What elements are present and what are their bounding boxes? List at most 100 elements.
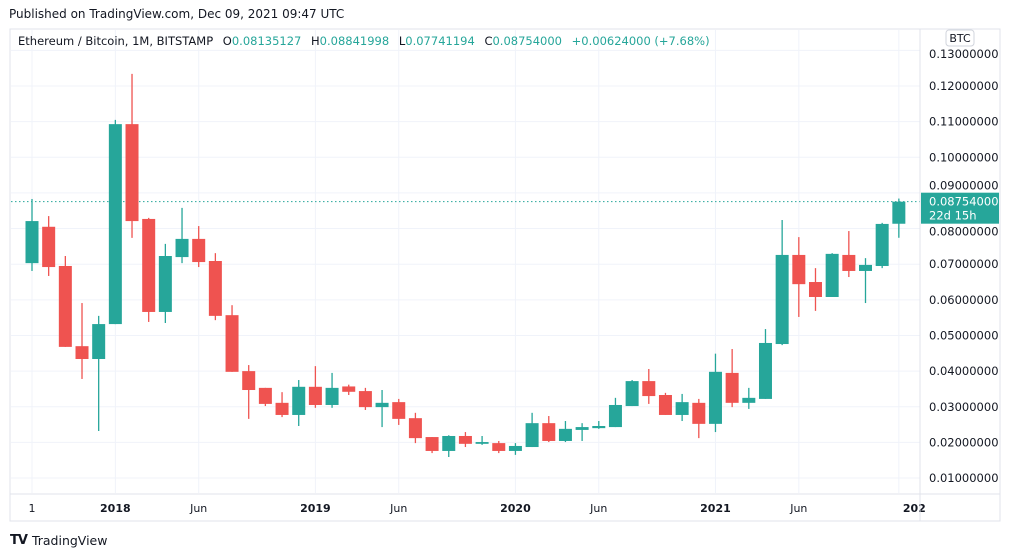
candle-up[interactable] — [742, 387, 756, 409]
candle-down[interactable] — [392, 398, 406, 425]
candle-body — [192, 238, 206, 263]
candle-down[interactable] — [42, 216, 56, 276]
candle-body — [458, 435, 472, 444]
candle-down[interactable] — [408, 412, 422, 444]
candle-up[interactable] — [325, 372, 339, 408]
last-price-value: 0.08754000 — [929, 195, 999, 209]
candle-down[interactable] — [808, 268, 822, 311]
candle-down[interactable] — [142, 217, 156, 322]
candle-up[interactable] — [708, 353, 722, 433]
open-value: 0.08135127 — [231, 34, 302, 48]
candle-up[interactable] — [25, 198, 39, 271]
candle-body — [75, 346, 89, 360]
candle-up[interactable] — [592, 421, 606, 429]
low-value: 0.07741194 — [405, 34, 475, 48]
candle-down[interactable] — [58, 256, 72, 347]
candle-body — [358, 391, 372, 408]
candle-up[interactable] — [625, 380, 639, 407]
candle-down[interactable] — [792, 237, 806, 317]
tradingview-brand[interactable]: TV TradingView — [10, 533, 107, 548]
last-price-label: 0.08754000 22d 15h — [921, 192, 999, 224]
candle-up[interactable] — [108, 119, 122, 325]
candle-up[interactable] — [158, 243, 172, 324]
close-value: 0.08754000 — [492, 34, 562, 48]
candle-body — [792, 254, 806, 285]
candle-down[interactable] — [725, 349, 739, 408]
candle-up[interactable] — [475, 435, 489, 445]
candle-down[interactable] — [75, 303, 89, 379]
candle-down[interactable] — [125, 73, 139, 238]
candle-up[interactable] — [575, 423, 589, 441]
candle-up[interactable] — [442, 435, 456, 458]
time-tick-label: 2019 — [300, 502, 331, 515]
candle-body — [892, 201, 906, 224]
candle-body — [258, 387, 272, 404]
candlestick-chart[interactable]: 0.13000000 0.12000000 0.11000000 0.10000000… — [0, 0, 1012, 530]
symbol-title[interactable]: Ethereum / Bitcoin, 1M, BITSTAMP — [18, 34, 214, 48]
candle-body — [125, 124, 139, 222]
candle-body — [758, 342, 772, 399]
candle-down[interactable] — [425, 437, 439, 454]
candle-down[interactable] — [692, 398, 706, 439]
candle-body — [492, 443, 506, 451]
candle-body — [859, 264, 872, 271]
candle-up[interactable] — [775, 220, 789, 346]
candle-down[interactable] — [342, 384, 356, 395]
candle-body — [292, 386, 306, 415]
candle-down[interactable] — [842, 231, 856, 278]
candle-body — [575, 427, 589, 430]
candle-body — [708, 371, 722, 424]
candle-up[interactable] — [508, 443, 522, 455]
candle-body — [342, 386, 356, 392]
candle-up[interactable] — [758, 329, 772, 399]
candle-down[interactable] — [208, 253, 222, 321]
candle-down[interactable] — [308, 366, 322, 408]
candle-body — [208, 260, 222, 316]
candle-body — [625, 381, 639, 407]
candle-body — [25, 221, 39, 264]
price-tick-label: 0.07000000 — [929, 257, 999, 271]
candle-down[interactable] — [658, 392, 672, 415]
candle-body — [308, 386, 322, 405]
candle-down[interactable] — [542, 416, 556, 443]
candle-down[interactable] — [642, 368, 656, 404]
candle-body — [658, 394, 672, 415]
candle-up[interactable] — [292, 380, 306, 427]
candles — [25, 73, 906, 458]
candle-down[interactable] — [458, 432, 472, 448]
candle-up[interactable] — [375, 390, 389, 428]
candle-up[interactable] — [675, 393, 689, 422]
currency-badge[interactable]: BTC — [945, 29, 975, 47]
candle-body — [425, 437, 439, 451]
candle-down[interactable] — [358, 387, 372, 410]
time-tick-label: 202 — [903, 502, 926, 515]
candle-down[interactable] — [258, 387, 272, 407]
candle-down[interactable] — [192, 226, 206, 268]
candle-body — [442, 435, 456, 451]
candle-down[interactable] — [225, 305, 239, 372]
candle-body — [725, 372, 739, 403]
candle-body — [692, 402, 706, 424]
candle-up[interactable] — [558, 421, 572, 443]
candle-body — [108, 124, 122, 325]
price-tick-label: 0.01000000 — [929, 471, 999, 485]
candle-down[interactable] — [275, 392, 289, 418]
candle-up[interactable] — [175, 207, 189, 264]
low-label: L — [398, 34, 406, 48]
candle-body — [275, 402, 289, 415]
currency-badge-label: BTC — [949, 32, 971, 45]
candle-up[interactable] — [608, 397, 622, 428]
candle-body — [608, 404, 622, 428]
candle-up[interactable] — [892, 198, 906, 238]
candle-down[interactable] — [242, 365, 256, 419]
candle-up[interactable] — [875, 222, 889, 269]
time-tick-label: Jun — [389, 502, 407, 515]
candle-up[interactable] — [859, 258, 872, 304]
candle-body — [825, 253, 839, 297]
candle-up[interactable] — [92, 315, 106, 431]
candle-down[interactable] — [492, 440, 506, 454]
time-tick-label: Jun — [789, 502, 807, 515]
candle-up[interactable] — [825, 253, 839, 297]
price-tick-label: 0.12000000 — [929, 79, 999, 93]
candle-up[interactable] — [525, 412, 539, 448]
